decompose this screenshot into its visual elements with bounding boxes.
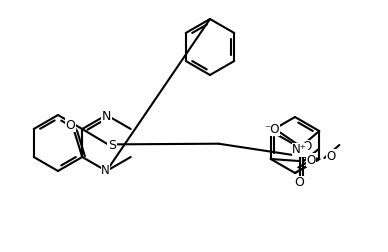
Text: O: O <box>303 141 312 153</box>
Text: O: O <box>306 153 315 167</box>
Text: N: N <box>101 164 110 176</box>
Text: N⁺: N⁺ <box>292 143 307 156</box>
Text: S: S <box>108 139 116 152</box>
Text: O: O <box>327 149 336 163</box>
Text: ⁻O: ⁻O <box>264 123 280 136</box>
Text: O: O <box>295 176 305 189</box>
Text: O: O <box>65 119 75 132</box>
Text: N: N <box>102 110 111 122</box>
